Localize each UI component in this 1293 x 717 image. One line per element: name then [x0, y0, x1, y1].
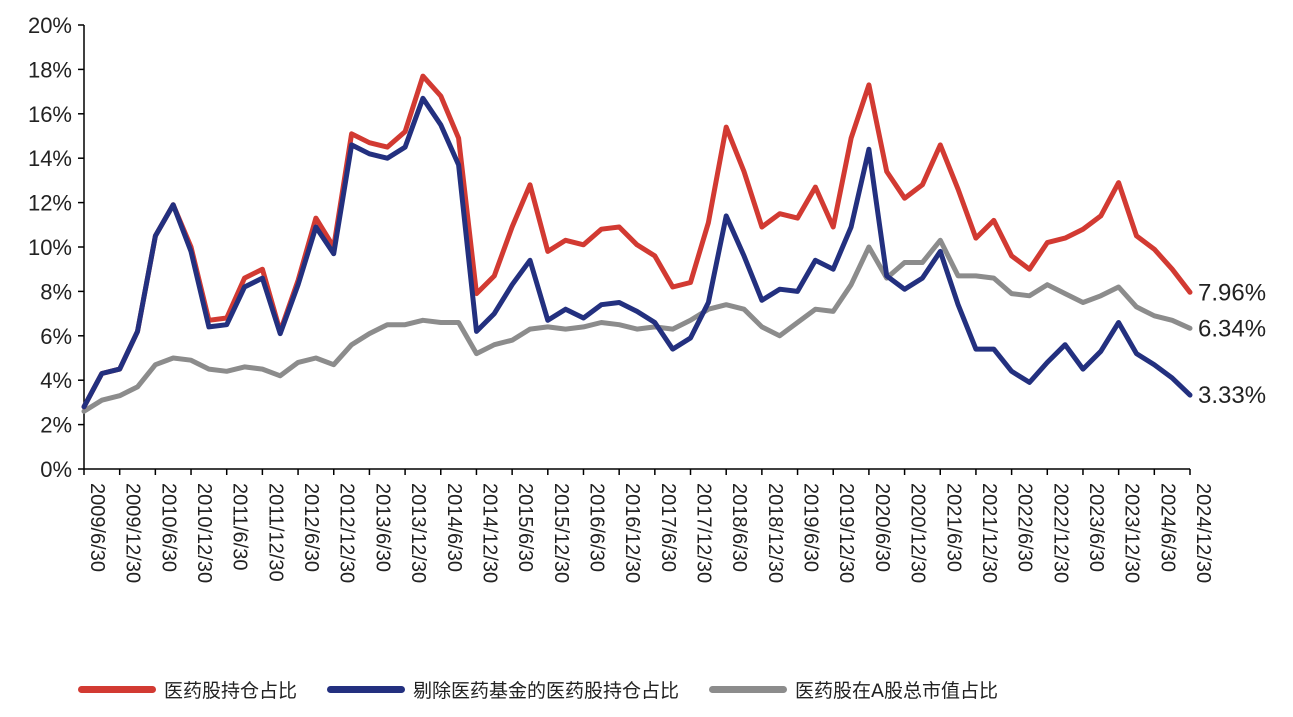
- y-tick-label: 4%: [40, 368, 72, 393]
- x-tick-label: 2012/12/30: [336, 483, 358, 583]
- x-tick-label: 2021/6/30: [942, 483, 964, 572]
- x-axis: 2009/6/30 2009/12/30 2010/6/30 2010/12/30 20…: [83, 468, 1214, 583]
- x-tick-label: 2018/12/30: [764, 483, 786, 583]
- legend-label: 医药股在A股总市值占比: [795, 680, 999, 702]
- y-tick-label: 2%: [40, 413, 72, 438]
- legend: 医药股持仓占比 剔除医药基金的医药股持仓占比 医药股在A股总市值占比: [78, 676, 1028, 703]
- x-tick-label: 2021/12/30: [978, 483, 1000, 583]
- series-line: [81, 95, 1193, 410]
- x-tick-label: 2012/6/30: [300, 483, 322, 572]
- x-tick-label: 2016/12/30: [621, 483, 643, 583]
- x-tick-label: 2024/12/30: [1192, 483, 1214, 583]
- x-tick-label: 2023/6/30: [1085, 483, 1107, 572]
- legend-item-blue: 剔除医药基金的医药股持仓占比: [327, 676, 679, 703]
- y-tick-label: 20%: [28, 13, 72, 38]
- legend-item-gray: 医药股在A股总市值占比: [709, 676, 998, 703]
- x-tick-label: 2018/6/30: [728, 483, 750, 572]
- x-tick-label: 2011/6/30: [229, 483, 251, 571]
- end-value-label: 7.96%: [1198, 279, 1266, 306]
- x-tick-label: 2023/12/30: [1121, 483, 1143, 583]
- line-chart: 0%2%4%6%8%10%12%14%16%18%20% 2009/6/30 20…: [28, 13, 1266, 583]
- x-tick-label: 2013/6/30: [371, 483, 393, 572]
- legend-swatch-blue: [327, 686, 406, 693]
- x-tick-label: 2015/12/30: [550, 483, 572, 583]
- x-tick-label: 2022/6/30: [1014, 483, 1036, 572]
- legend-item-red: 医药股持仓占比: [78, 676, 297, 703]
- legend-swatch-red: [78, 686, 156, 693]
- x-tick-label: 2017/12/30: [693, 483, 715, 583]
- end-labels: 7.96% 3.33% 6.34%: [1198, 279, 1266, 409]
- legend-label: 剔除医药基金的医药股持仓占比: [413, 680, 680, 702]
- x-tick-label: 2024/6/30: [1156, 483, 1178, 572]
- y-axis: 0% 2% 4% 6% 8% 10% 12% 14% 16% 18% 20%: [28, 13, 85, 482]
- x-tick-label: 2011/12/30: [264, 483, 286, 582]
- y-tick-label: 0%: [40, 457, 72, 482]
- x-tick-label: 2022/12/30: [1049, 483, 1071, 583]
- end-value-label: 3.33%: [1198, 382, 1266, 409]
- series-lines: [81, 73, 1193, 414]
- x-tick-label: 2020/12/30: [907, 483, 929, 583]
- x-tick-label: 2020/6/30: [871, 483, 893, 572]
- x-tick-label: 2010/6/30: [157, 483, 179, 572]
- series-line: [81, 237, 1193, 414]
- x-tick-label: 2010/12/30: [193, 483, 215, 583]
- legend-swatch-gray: [709, 686, 788, 693]
- y-tick-label: 14%: [28, 146, 72, 171]
- y-tick-label: 6%: [40, 324, 72, 349]
- legend-label: 医药股持仓占比: [164, 680, 298, 702]
- x-tick-label: 2015/6/30: [514, 483, 536, 572]
- x-tick-label: 2016/6/30: [585, 483, 607, 572]
- series-line: [81, 73, 1193, 410]
- x-tick-label: 2013/12/30: [407, 483, 429, 583]
- x-tick-label: 2014/12/30: [478, 483, 500, 583]
- end-value-label: 6.34%: [1198, 315, 1266, 342]
- x-tick-label: 2019/6/30: [800, 483, 822, 572]
- x-tick-label: 2014/6/30: [443, 483, 465, 572]
- y-tick-label: 16%: [28, 102, 72, 127]
- x-tick-label: 2017/6/30: [657, 483, 679, 572]
- y-tick-label: 18%: [28, 57, 72, 82]
- x-tick-label: 2009/12/30: [122, 483, 144, 583]
- x-tick-label: 2009/6/30: [86, 483, 108, 572]
- y-tick-label: 8%: [40, 279, 72, 304]
- y-tick-label: 10%: [28, 235, 72, 260]
- y-tick-label: 12%: [28, 191, 72, 216]
- x-tick-label: 2019/12/30: [835, 483, 857, 583]
